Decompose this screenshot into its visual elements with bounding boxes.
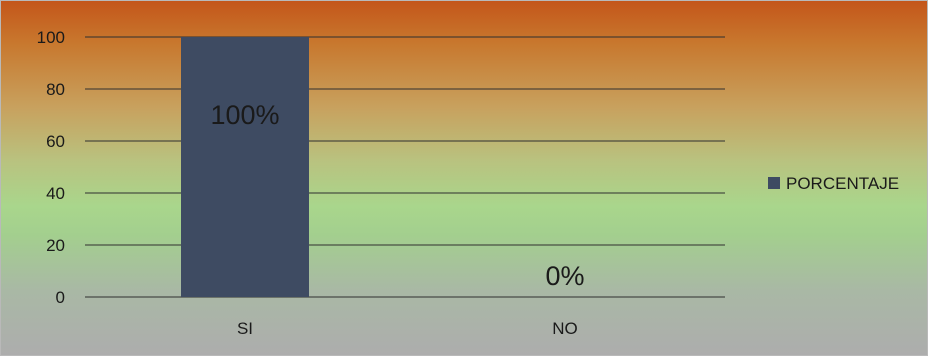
legend: PORCENTAJE: [768, 174, 899, 193]
bars: [181, 37, 309, 297]
y-tick-label: 20: [46, 236, 65, 255]
y-tick-label: 0: [56, 288, 65, 307]
data-label-no: 0%: [545, 261, 584, 291]
data-label-si: 100%: [210, 100, 279, 130]
legend-label: PORCENTAJE: [786, 174, 899, 193]
y-axis-ticks: 0 20 40 60 80 100: [37, 28, 65, 307]
x-axis-categories: SI NO: [237, 319, 578, 338]
y-tick-label: 80: [46, 80, 65, 99]
data-labels: 100% 0%: [210, 100, 584, 291]
bar-si: [181, 37, 309, 297]
legend-swatch: [768, 177, 780, 189]
y-tick-label: 40: [46, 184, 65, 203]
category-label-no: NO: [552, 319, 578, 338]
y-tick-label: 60: [46, 132, 65, 151]
category-label-si: SI: [237, 319, 253, 338]
y-tick-label: 100: [37, 28, 65, 47]
